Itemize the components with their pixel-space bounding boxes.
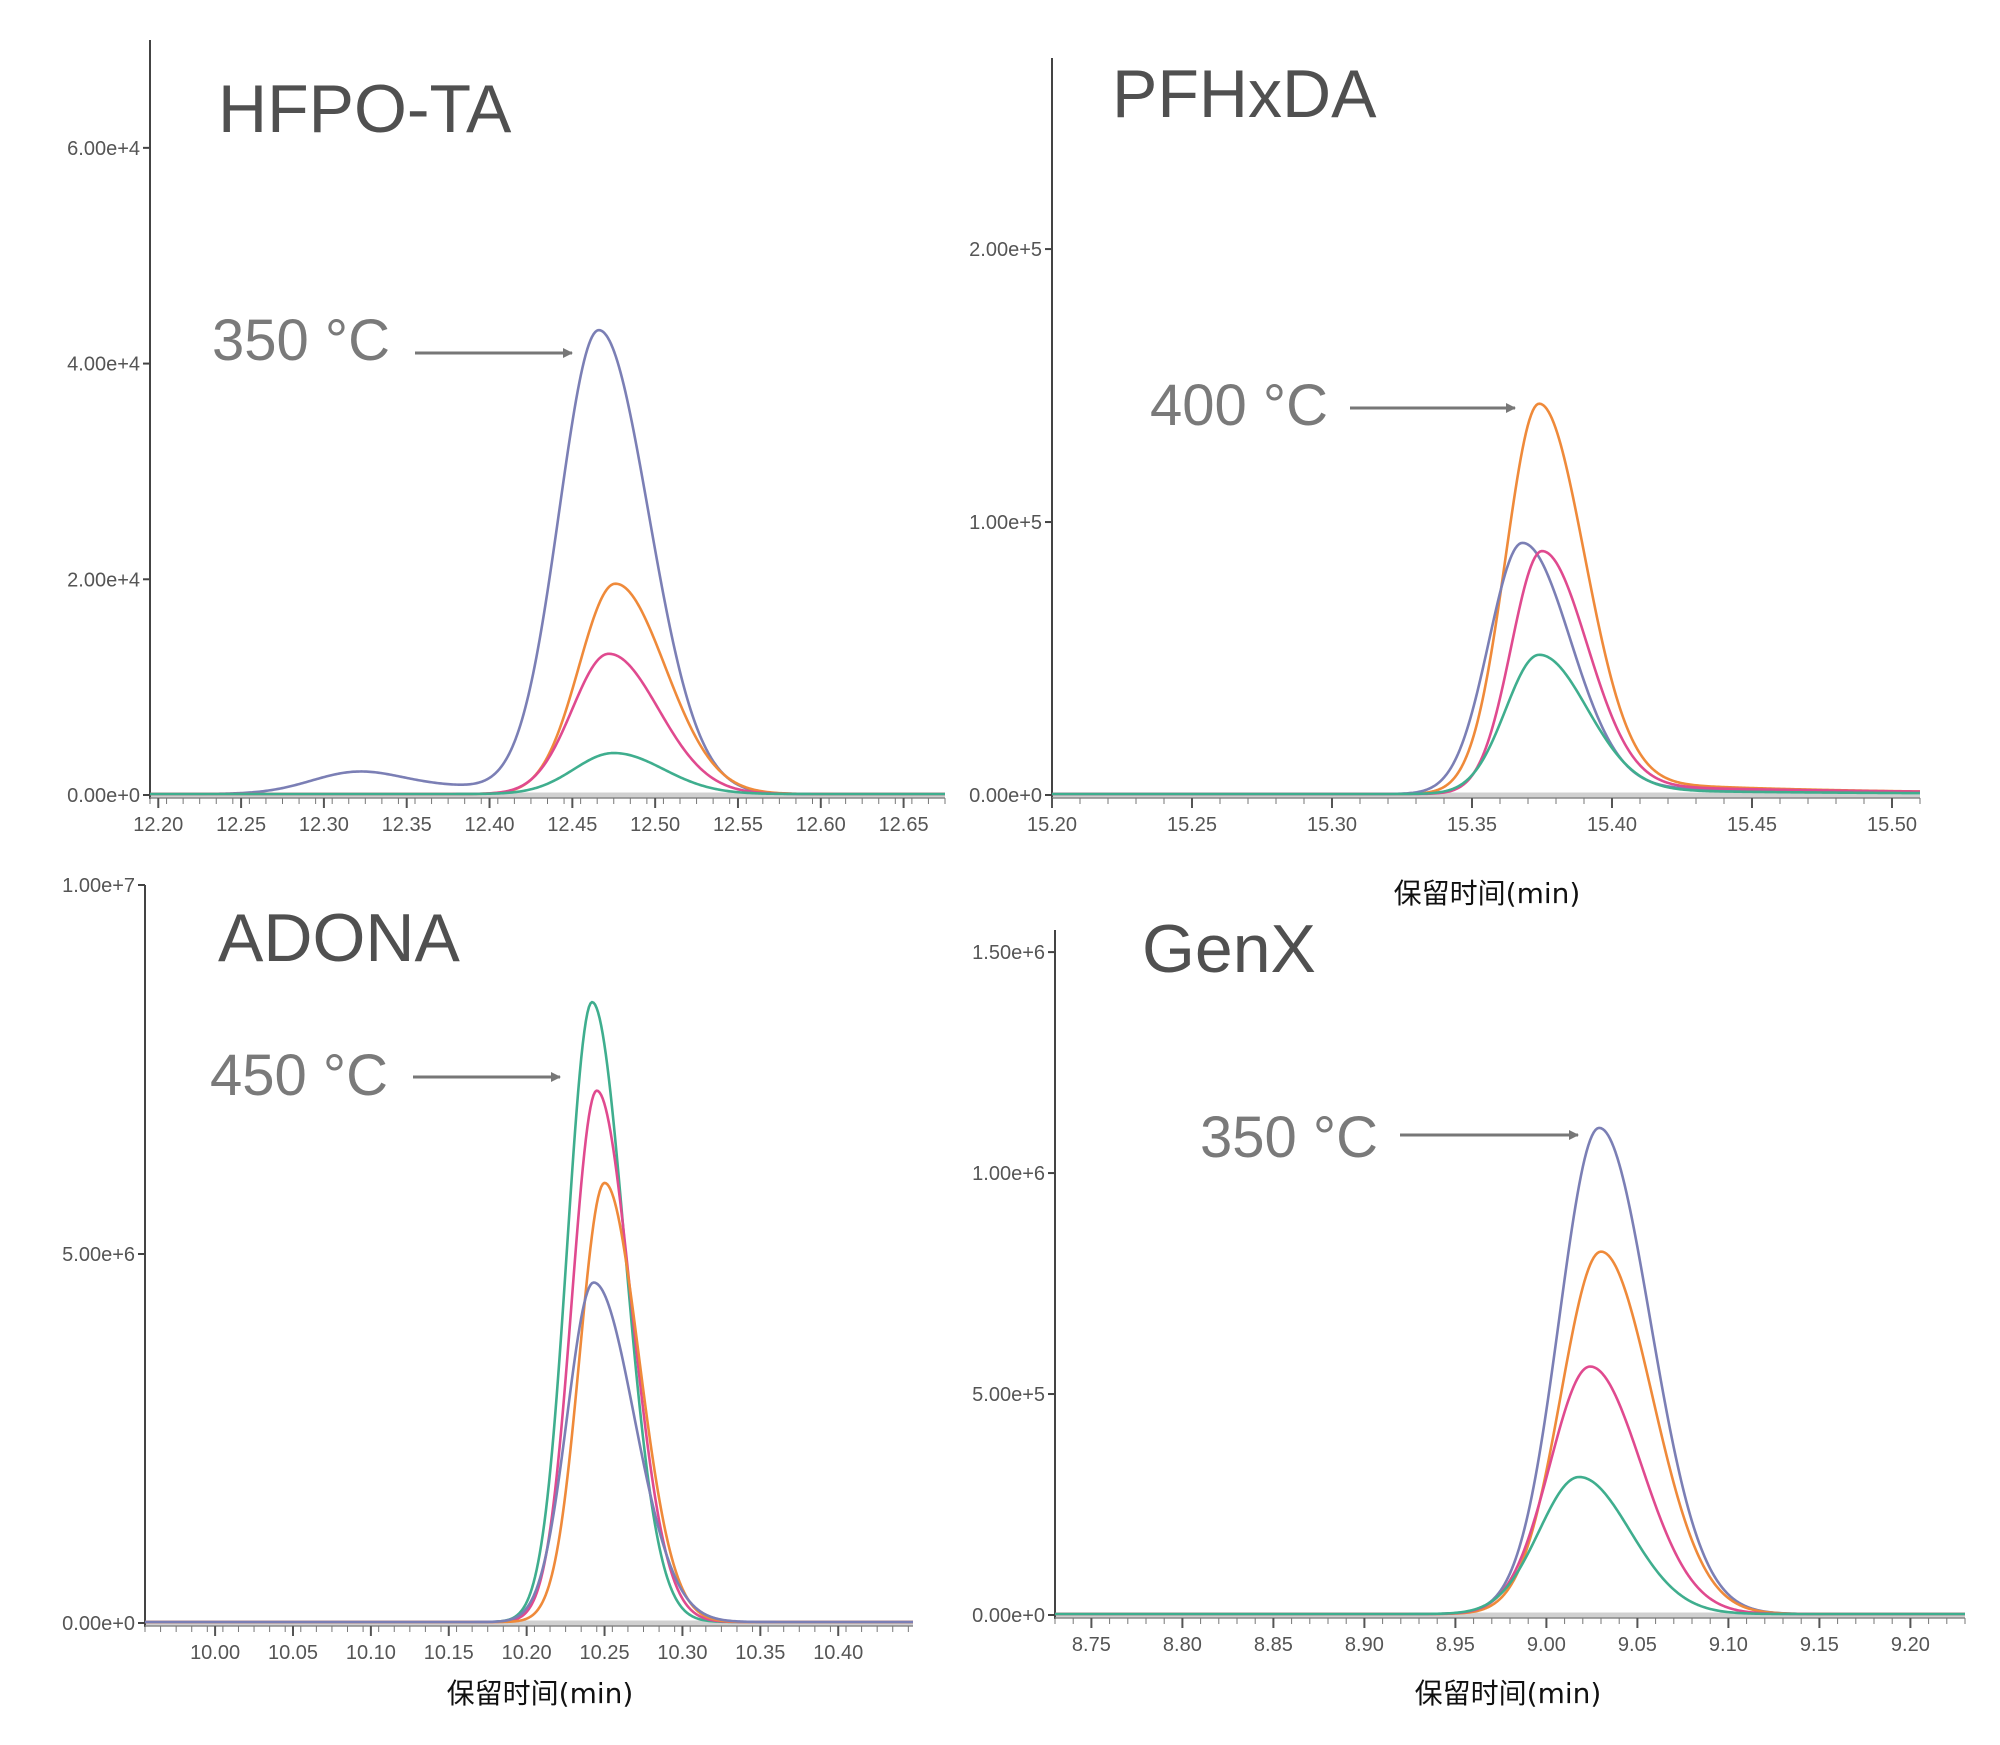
x-tick-label: 8.75 (1072, 1634, 1111, 1656)
x-tick-label: 10.15 (424, 1642, 474, 1664)
y-tick-label: 5.00e+5 (972, 1384, 1045, 1406)
chart-panel-pfhxda: 0.00e+0 1.00e+5 2.00e+5 15.20 15.25 15.30 15.3… (969, 56, 1921, 910)
x-axis-label: 保留时间(min) (1394, 877, 1581, 910)
chart-title: HFPO-TA (218, 71, 512, 147)
temperature-annotation: 400 °C (1150, 373, 1328, 438)
x-tick-label: 9.15 (1800, 1634, 1839, 1656)
temperature-annotation: 350 °C (212, 308, 390, 373)
x-tick-label: 12.55 (713, 814, 763, 836)
series-line-1 (1055, 1126, 1965, 1616)
chart-title: PFHxDA (1112, 56, 1377, 132)
x-tick-label: 15.35 (1447, 814, 1497, 836)
x-tick-label: 8.80 (1163, 1634, 1202, 1656)
y-tick-label: 1.50e+6 (972, 942, 1045, 964)
x-tick-label: 8.90 (1345, 1634, 1384, 1656)
x-tick-label: 12.50 (630, 814, 680, 836)
x-tick-label: 10.05 (268, 1642, 318, 1664)
x-tick-label: 9.05 (1618, 1634, 1657, 1656)
x-tick-label: 15.50 (1867, 814, 1917, 836)
chart-panel-hfpo-ta: 0.00e+0 2.00e+4 4.00e+4 6.00e+4 12.20 12.25 12… (67, 40, 946, 836)
chart-panel-adona: 0.00e+0 5.00e+6 1.00e+7 10.00 10.05 10.10 10.1… (62, 875, 913, 1710)
x-tick-label: 10.30 (657, 1642, 707, 1664)
y-tick-label: 1.00e+7 (62, 875, 135, 897)
x-tick-label: 10.25 (580, 1642, 630, 1664)
x-tick-label: 8.85 (1254, 1634, 1293, 1656)
x-tick-label: 15.40 (1587, 814, 1637, 836)
x-axis-label: 保留时间(min) (447, 1677, 634, 1710)
series-line-1 (150, 328, 945, 796)
x-tick-label: 12.35 (382, 814, 432, 836)
x-tick-label: 15.25 (1167, 814, 1217, 836)
temperature-annotation: 450 °C (210, 1043, 388, 1108)
x-tick-label: 8.95 (1436, 1634, 1475, 1656)
x-tick-label: 12.20 (133, 814, 183, 836)
y-tick-label: 0.00e+0 (969, 785, 1042, 807)
y-tick-label: 2.00e+5 (969, 239, 1042, 261)
series-line-2 (150, 582, 945, 796)
x-tick-label: 9.00 (1527, 1634, 1566, 1656)
series-line-2 (145, 1089, 913, 1624)
y-tick-label: 0.00e+0 (972, 1605, 1045, 1627)
x-tick-label: 9.10 (1709, 1634, 1748, 1656)
series-line-3 (1052, 549, 1921, 796)
x-tick-label: 10.20 (502, 1642, 552, 1664)
x-tick-label: 10.35 (735, 1642, 785, 1664)
y-tick-label: 0.00e+0 (67, 785, 140, 807)
chart-title: ADONA (218, 900, 460, 976)
series-line-4 (145, 1281, 913, 1624)
y-tick-label: 0.00e+0 (62, 1613, 135, 1635)
x-axis-label: 保留时间(min) (1415, 1677, 1602, 1710)
series-line-2 (1055, 1250, 1965, 1616)
x-tick-label: 12.40 (465, 814, 515, 836)
series-line-1 (1052, 402, 1921, 796)
series-line-3 (150, 652, 945, 796)
x-tick-label: 10.00 (190, 1642, 240, 1664)
y-tick-label: 4.00e+4 (67, 354, 140, 376)
x-tick-label: 10.10 (346, 1642, 396, 1664)
series-line-4 (150, 751, 945, 796)
x-tick-label: 10.40 (813, 1642, 863, 1664)
x-tick-label: 12.60 (796, 814, 846, 836)
series-line-3 (1055, 1365, 1965, 1616)
x-tick-label: 15.30 (1307, 814, 1357, 836)
x-tick-label: 12.25 (216, 814, 266, 836)
y-tick-label: 2.00e+4 (67, 569, 140, 591)
x-tick-label: 12.30 (299, 814, 349, 836)
series-line-4 (1055, 1475, 1965, 1616)
chart-title: GenX (1142, 911, 1316, 987)
series-line-3 (145, 1181, 913, 1624)
x-tick-label: 15.20 (1027, 814, 1077, 836)
y-tick-label: 1.00e+5 (969, 512, 1042, 534)
y-tick-label: 1.00e+6 (972, 1163, 1045, 1185)
temperature-annotation: 350 °C (1200, 1105, 1378, 1170)
x-tick-label: 12.45 (547, 814, 597, 836)
series-line-4 (1052, 653, 1921, 796)
x-tick-label: 12.65 (879, 814, 929, 836)
x-tick-label: 15.45 (1727, 814, 1777, 836)
x-tick-label: 9.20 (1891, 1634, 1930, 1656)
chart-panel-genx: 0.00e+0 5.00e+5 1.00e+6 1.50e+6 8.75 8.80 8.85… (972, 911, 1966, 1710)
y-tick-label: 5.00e+6 (62, 1244, 135, 1266)
y-tick-label: 6.00e+4 (67, 138, 140, 160)
